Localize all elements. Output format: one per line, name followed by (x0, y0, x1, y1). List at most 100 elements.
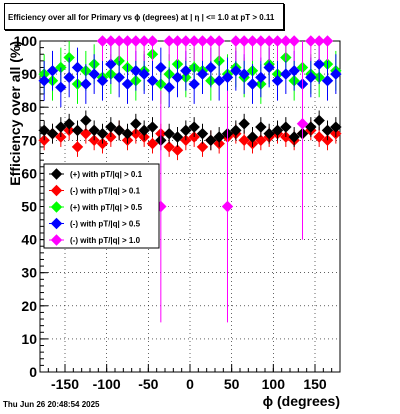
data-point (55, 121, 67, 133)
series-0 (38, 110, 342, 151)
data-point (230, 35, 242, 47)
data-point (80, 114, 92, 127)
data-point (105, 35, 117, 47)
series-4 (96, 35, 334, 323)
y-tick-label: 50 (21, 199, 37, 215)
y-tick-label: 20 (21, 298, 37, 314)
data-point (196, 35, 209, 47)
data-point (96, 75, 109, 87)
data-point (288, 65, 300, 77)
data-point (221, 71, 234, 84)
data-point (205, 35, 217, 47)
x-tick-label: -150 (51, 376, 79, 392)
x-tick-label: 100 (262, 376, 286, 392)
data-point (146, 137, 159, 150)
data-point (196, 141, 209, 153)
data-point (246, 35, 259, 47)
data-point (171, 131, 184, 143)
data-point (163, 127, 175, 140)
data-point (305, 71, 317, 84)
y-tick-label: 0 (29, 364, 37, 380)
data-point (313, 131, 325, 143)
data-point (238, 68, 250, 80)
data-point (246, 131, 259, 143)
data-point (146, 121, 159, 133)
data-point (71, 61, 84, 74)
y-tick-label: 30 (21, 265, 37, 281)
legend-box (43, 163, 160, 249)
data-point (138, 68, 150, 80)
timestamp: Thu Jun 26 20:48:54 2025 (3, 400, 100, 409)
data-point (280, 121, 292, 133)
data-point (305, 35, 317, 47)
y-tick-label: 70 (21, 132, 37, 148)
data-point (80, 78, 92, 90)
data-point (171, 35, 184, 47)
data-point (105, 58, 117, 70)
data-point (288, 35, 300, 47)
data-point (38, 124, 50, 137)
data-point (238, 134, 250, 147)
data-point (88, 68, 100, 80)
data-point (130, 35, 142, 47)
data-point (113, 35, 125, 47)
x-axis-label: ϕ (degrees) (263, 393, 340, 409)
y-axis-label: Efficiency over all (%) (7, 41, 23, 186)
data-point (171, 144, 184, 156)
data-point (313, 35, 325, 47)
data-point (121, 127, 134, 140)
data-point (155, 61, 167, 74)
data-point (321, 35, 334, 47)
data-point (180, 124, 192, 137)
data-point (113, 124, 125, 137)
data-point (280, 68, 292, 80)
data-point (80, 127, 92, 140)
data-point (255, 35, 267, 47)
data-point (196, 68, 209, 80)
data-point (213, 35, 225, 47)
data-point (180, 65, 192, 77)
data-point (330, 121, 342, 133)
data-point (255, 134, 267, 147)
data-point (230, 65, 242, 77)
data-point (71, 141, 84, 153)
data-point (263, 61, 275, 74)
data-point (330, 68, 342, 80)
data-point (46, 65, 59, 77)
data-point (88, 124, 100, 137)
data-point (146, 75, 159, 87)
y-tick-label: 40 (21, 232, 37, 248)
data-point (296, 118, 309, 130)
data-point (163, 81, 175, 94)
data-point (146, 35, 159, 47)
data-point (105, 121, 117, 133)
data-point (138, 124, 150, 137)
data-point (213, 75, 225, 87)
legend-label: (-) with pT/|q| > 1.0 (70, 236, 141, 245)
data-point (321, 75, 334, 87)
data-point (288, 131, 300, 143)
x-tick-label: -50 (138, 376, 158, 392)
y-tick-label: 90 (21, 66, 37, 82)
data-point (130, 65, 142, 77)
data-point (205, 61, 217, 74)
data-point (196, 127, 209, 140)
data-point (96, 35, 109, 47)
data-point (38, 75, 50, 87)
data-point (263, 127, 275, 140)
data-point (230, 124, 242, 137)
legend-label: (+) with pT/|q| > 0.5 (70, 203, 143, 212)
series-3 (38, 44, 342, 108)
data-point (305, 121, 317, 133)
legend-marker (50, 234, 63, 246)
data-point (188, 78, 200, 90)
x-tick-label: 0 (186, 376, 194, 392)
legend-label: (+) with pT/|q| > 0.1 (70, 170, 143, 179)
data-point (113, 71, 125, 84)
x-tick-label: 50 (224, 376, 240, 392)
data-point (163, 35, 175, 47)
data-point (221, 200, 234, 213)
data-point (188, 35, 200, 47)
chart-title: Efficiency over all for Primary vs ϕ (de… (4, 3, 284, 30)
